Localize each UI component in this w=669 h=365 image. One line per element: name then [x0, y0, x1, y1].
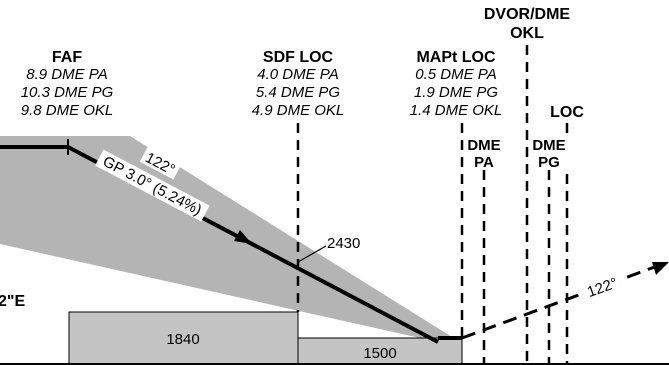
mapt-dme-pa: 0.5 DME PA	[415, 66, 496, 83]
dme-pa-line1: DME	[467, 137, 500, 154]
sdf-title: SDF LOC	[263, 49, 334, 66]
mapt-dme-pg: 1.9 DME PG	[414, 84, 499, 101]
missed-approach-arrowhead	[652, 262, 669, 275]
missed-approach-line	[461, 263, 661, 340]
loc-title: LOC	[550, 104, 584, 121]
dme-pg-label-bg	[529, 134, 569, 170]
missed-course-bg	[581, 273, 624, 303]
dme-pg-line2: PG	[538, 154, 560, 171]
dme-pa-line2: PA	[474, 154, 494, 171]
altitude-2430-leader	[297, 245, 327, 263]
faf-dme-pg: 10.3 DME PG	[21, 84, 114, 101]
dme-pa-label-bg	[464, 134, 504, 170]
sdf-dme-pa: 4.0 DME PA	[257, 66, 338, 83]
glidepath-arrowhead	[234, 230, 252, 244]
dvor-label-bg	[475, 2, 579, 44]
dvor-title: DVOR/DME	[484, 6, 571, 23]
faf-dme-okl: 9.8 DME OKL	[21, 102, 114, 119]
mapt-title: MAPt LOC	[416, 49, 496, 66]
dvor-okl: OKL	[510, 25, 544, 42]
altitude-1500: 1500	[363, 345, 396, 362]
coordinate-fragment: 2"E	[0, 293, 25, 310]
dme-pg-line1: DME	[532, 137, 565, 154]
altitude-2430: 2430	[327, 235, 360, 252]
faf-dme-pa: 8.9 DME PA	[26, 66, 107, 83]
faf-title: FAF	[52, 49, 82, 66]
altitude-box-1840	[68, 311, 299, 365]
altitude-1840: 1840	[166, 331, 199, 348]
sdf-dme-pg: 5.4 DME PG	[256, 84, 341, 101]
sdf-dme-okl: 4.9 DME OKL	[252, 102, 345, 119]
gp-course-bg	[139, 146, 182, 180]
gp-label-bg	[95, 149, 210, 222]
mapt-dme-okl: 1.4 DME OKL	[410, 102, 503, 119]
glidepath-sector	[0, 136, 460, 342]
missed-course: 122°	[585, 274, 620, 301]
loc-label-bg	[545, 100, 589, 120]
